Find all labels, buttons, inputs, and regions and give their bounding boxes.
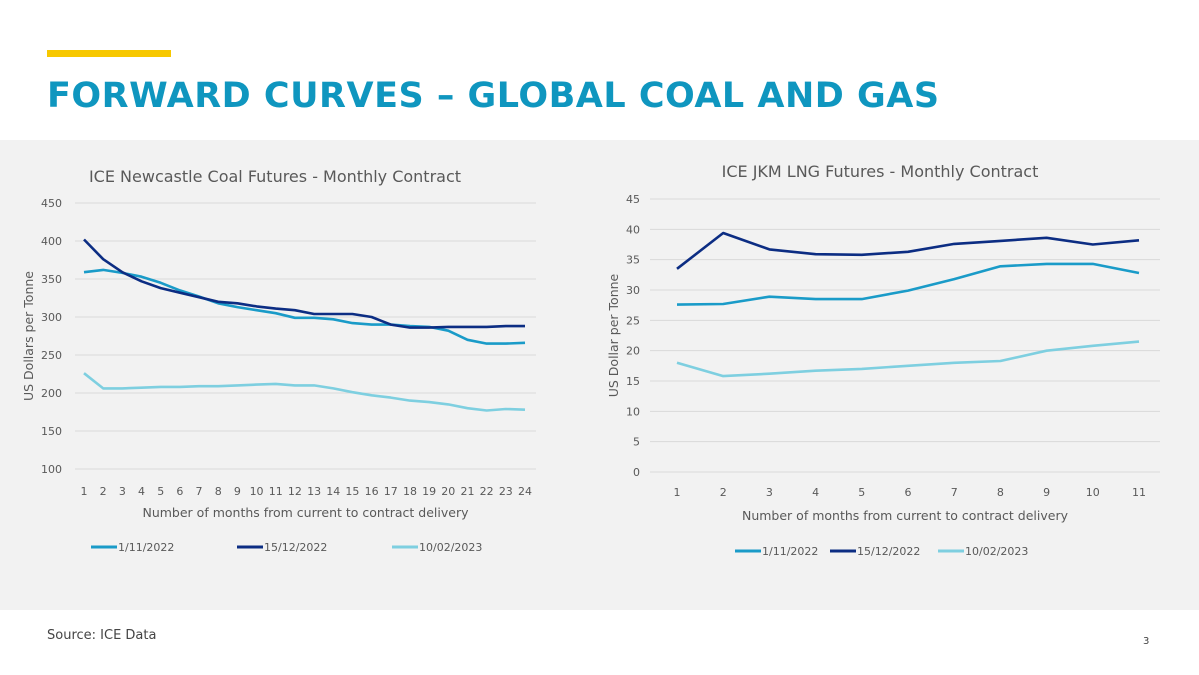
series-line-10-02-2023: [83, 372, 526, 412]
x-tick-label: 3: [766, 486, 773, 499]
x-tick-label: 13: [307, 485, 321, 498]
legend-label: 15/12/2022: [857, 545, 920, 558]
x-tick-label: 2: [720, 486, 727, 499]
legend-label: 10/02/2023: [419, 541, 482, 554]
x-tick-label: 21: [460, 485, 474, 498]
y-tick-label: 30: [626, 284, 640, 297]
x-tick-label: 1: [674, 486, 681, 499]
page-number: 3: [1143, 636, 1150, 647]
y-tick-label: 10: [626, 405, 640, 418]
x-tick-label: 6: [176, 485, 183, 498]
x-tick-label: 10: [1086, 486, 1100, 499]
y-tick-label: 450: [41, 197, 62, 210]
y-tick-label: 25: [626, 314, 640, 327]
x-tick-label: 20: [441, 485, 455, 498]
legend-label: 1/11/2022: [762, 545, 818, 558]
x-tick-label: 3: [119, 485, 126, 498]
series-line-1-11-2022: [676, 262, 1140, 306]
x-tick-label: 9: [1043, 486, 1050, 499]
chart-title: ICE Newcastle Coal Futures - Monthly Con…: [89, 167, 461, 186]
x-tick-label: 12: [288, 485, 302, 498]
x-axis-label: Number of months from current to contrac…: [742, 508, 1069, 523]
x-tick-label: 22: [480, 485, 494, 498]
y-tick-label: 0: [633, 466, 640, 479]
y-tick-label: 5: [633, 436, 640, 449]
x-tick-label: 9: [234, 485, 241, 498]
x-tick-label: 11: [269, 485, 283, 498]
x-tick-label: 24: [518, 485, 532, 498]
source-note: Source: ICE Data: [47, 628, 157, 643]
x-tick-label: 5: [157, 485, 164, 498]
x-tick-label: 17: [384, 485, 398, 498]
y-tick-label: 35: [626, 254, 640, 267]
x-tick-label: 11: [1132, 486, 1146, 499]
legend-label: 10/02/2023: [965, 545, 1028, 558]
x-tick-label: 2: [100, 485, 107, 498]
accent-bar: [47, 50, 171, 57]
y-tick-label: 350: [41, 273, 62, 286]
x-tick-label: 7: [951, 486, 958, 499]
y-tick-label: 250: [41, 349, 62, 362]
x-tick-label: 4: [138, 485, 145, 498]
x-tick-label: 10: [250, 485, 264, 498]
x-tick-label: 5: [858, 486, 865, 499]
x-tick-label: 4: [812, 486, 819, 499]
y-tick-label: 300: [41, 311, 62, 324]
page-title: FORWARD CURVES – GLOBAL COAL AND GAS: [47, 76, 940, 116]
x-tick-label: 1: [81, 485, 88, 498]
y-tick-label: 45: [626, 193, 640, 206]
y-tick-label: 15: [626, 375, 640, 388]
y-tick-label: 40: [626, 223, 640, 236]
y-tick-label: 100: [41, 463, 62, 476]
x-tick-label: 18: [403, 485, 417, 498]
series-line-15-12-2022: [83, 238, 525, 329]
x-axis-label: Number of months from current to contrac…: [142, 505, 469, 520]
y-tick-label: 20: [626, 345, 640, 358]
legend-label: 15/12/2022: [264, 541, 327, 554]
legend-label: 1/11/2022: [118, 541, 174, 554]
series-line-15-12-2022: [676, 231, 1140, 270]
series-line-1-11-2022: [83, 268, 526, 345]
x-tick-label: 19: [422, 485, 436, 498]
y-axis-label: US Dollar per Tonne: [606, 273, 621, 397]
chart-title: ICE JKM LNG Futures - Monthly Contract: [722, 162, 1039, 181]
y-tick-label: 200: [41, 387, 62, 400]
x-tick-label: 14: [326, 485, 340, 498]
x-tick-label: 7: [196, 485, 203, 498]
x-tick-label: 15: [345, 485, 359, 498]
x-tick-label: 6: [905, 486, 912, 499]
chart-panel: [0, 140, 1199, 610]
x-tick-label: 8: [215, 485, 222, 498]
y-axis-label: US Dollars per Tonne: [21, 271, 36, 401]
x-tick-label: 16: [365, 485, 379, 498]
y-tick-label: 400: [41, 235, 62, 248]
x-tick-label: 23: [499, 485, 513, 498]
x-tick-label: 8: [997, 486, 1004, 499]
y-tick-label: 150: [41, 425, 62, 438]
series-line-10-02-2023: [676, 340, 1140, 378]
